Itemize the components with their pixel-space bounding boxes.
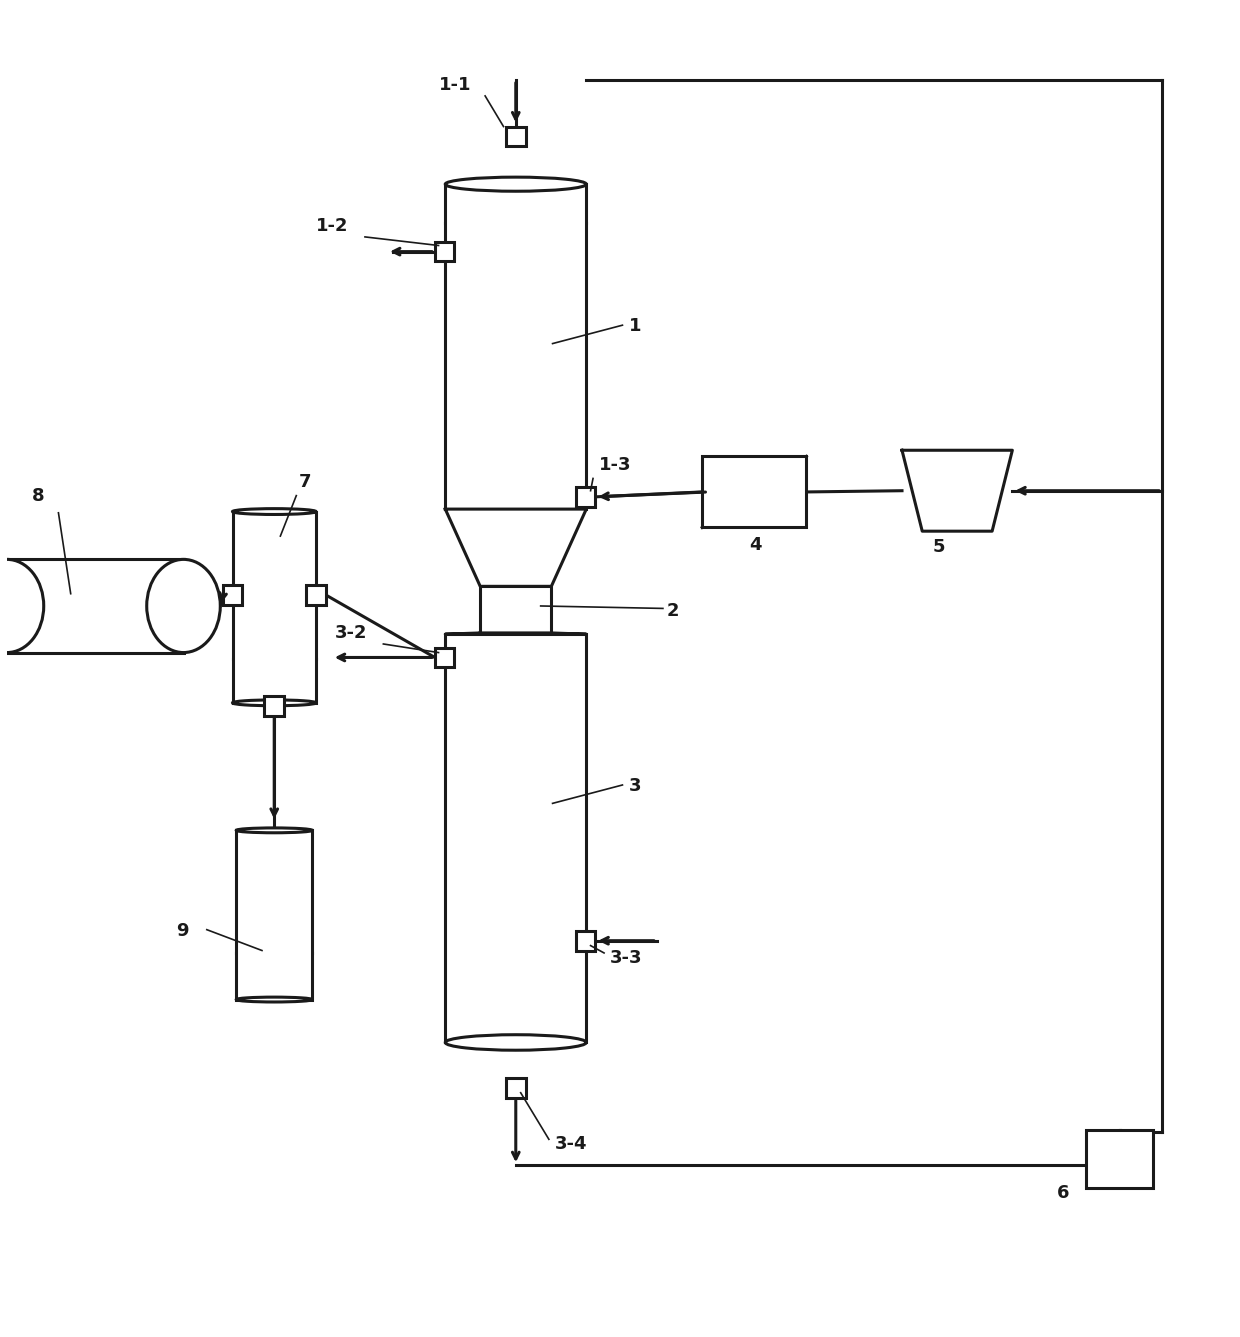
- Text: 3-2: 3-2: [335, 624, 367, 642]
- Polygon shape: [901, 451, 1012, 531]
- Text: 1-3: 1-3: [599, 456, 631, 473]
- Text: 1-1: 1-1: [439, 76, 471, 94]
- Bar: [702, 456, 806, 528]
- Ellipse shape: [445, 1035, 587, 1051]
- Text: 6: 6: [1056, 1185, 1069, 1202]
- Bar: [7, 559, 184, 652]
- Ellipse shape: [237, 997, 312, 1001]
- Text: 5: 5: [932, 537, 945, 556]
- Bar: [223, 586, 242, 604]
- Text: 4: 4: [749, 536, 761, 554]
- Bar: [306, 586, 326, 604]
- Bar: [264, 697, 284, 715]
- Text: 3: 3: [629, 777, 641, 796]
- Text: 1-2: 1-2: [316, 217, 348, 235]
- Bar: [1086, 1130, 1153, 1189]
- Ellipse shape: [233, 508, 316, 515]
- Bar: [506, 127, 526, 146]
- Bar: [445, 634, 587, 1043]
- Bar: [233, 512, 316, 703]
- Text: 8: 8: [31, 487, 45, 504]
- Bar: [435, 242, 455, 262]
- Polygon shape: [445, 509, 587, 587]
- Text: 9: 9: [176, 921, 188, 940]
- Text: 2: 2: [667, 602, 680, 620]
- Ellipse shape: [0, 559, 43, 652]
- Ellipse shape: [146, 559, 221, 652]
- Bar: [480, 587, 552, 632]
- Bar: [237, 830, 312, 1000]
- Ellipse shape: [233, 699, 316, 706]
- Ellipse shape: [445, 176, 587, 191]
- Text: 3-4: 3-4: [556, 1135, 588, 1152]
- Text: 7: 7: [299, 473, 311, 491]
- Bar: [506, 1078, 526, 1098]
- Text: 1: 1: [629, 317, 641, 336]
- Bar: [575, 487, 595, 507]
- Ellipse shape: [237, 828, 312, 833]
- Bar: [435, 647, 455, 667]
- Bar: [575, 931, 595, 951]
- Bar: [445, 185, 587, 509]
- Text: 3-3: 3-3: [610, 949, 642, 967]
